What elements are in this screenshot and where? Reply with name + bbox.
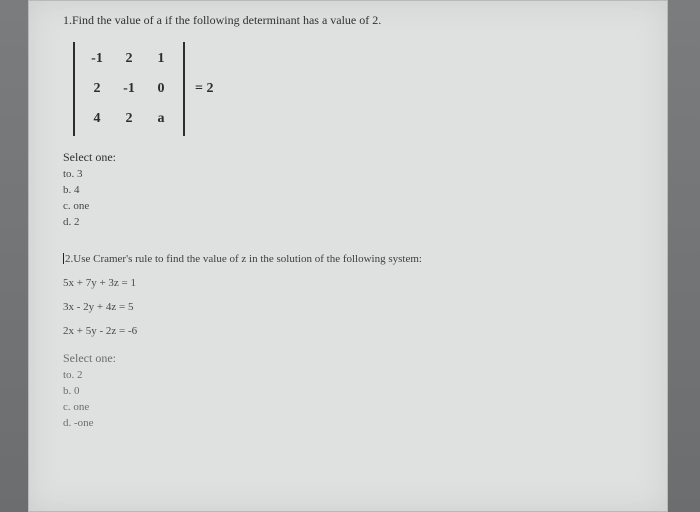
- m02: 1: [145, 44, 177, 74]
- determinant-row: -1 2 1 2 -1 0 4 2 a = 2: [73, 42, 633, 136]
- q2-prompt: 2.Use Cramer's rule to find the value of…: [63, 253, 633, 265]
- q2-block: 2.Use Cramer's rule to find the value of…: [63, 253, 633, 432]
- m20: 4: [81, 104, 113, 134]
- m21: 2: [113, 104, 145, 134]
- q2-opt-a[interactable]: to. 2: [63, 368, 633, 384]
- q2-opt-b[interactable]: b. 0: [63, 384, 633, 400]
- determinant-rhs: = 2: [195, 81, 213, 97]
- determinant-matrix: -1 2 1 2 -1 0 4 2 a: [73, 42, 185, 136]
- q2-opt-c[interactable]: c. one: [63, 400, 633, 416]
- q1-options: to. 3 b. 4 c. one d. 2: [63, 167, 633, 231]
- m01: 2: [113, 44, 145, 74]
- q1-prompt: 1.Find the value of a if the following d…: [63, 13, 633, 28]
- eq1: 5x + 7y + 3z = 1: [63, 271, 633, 295]
- q1-opt-b[interactable]: b. 4: [63, 183, 633, 199]
- q2-select-label: Select one:: [63, 351, 633, 366]
- q2-opt-d[interactable]: d. -one: [63, 416, 633, 432]
- q1-select-label: Select one:: [63, 150, 633, 165]
- m10: 2: [81, 74, 113, 104]
- m11: -1: [113, 74, 145, 104]
- text-cursor-icon: [63, 253, 64, 264]
- m00: -1: [81, 44, 113, 74]
- worksheet-sheet: 1.Find the value of a if the following d…: [28, 0, 668, 512]
- m22: a: [145, 104, 177, 134]
- eq2: 3x - 2y + 4z = 5: [63, 295, 633, 319]
- q1-opt-d[interactable]: d. 2: [63, 215, 633, 231]
- eq3: 2x + 5y - 2z = -6: [63, 319, 633, 343]
- q2-equations: 5x + 7y + 3z = 1 3x - 2y + 4z = 5 2x + 5…: [63, 271, 633, 344]
- q1-opt-a[interactable]: to. 3: [63, 167, 633, 183]
- q2-prompt-text: 2.Use Cramer's rule to find the value of…: [65, 253, 422, 265]
- q2-options: to. 2 b. 0 c. one d. -one: [63, 368, 633, 432]
- q1-opt-c[interactable]: c. one: [63, 199, 633, 215]
- m12: 0: [145, 74, 177, 104]
